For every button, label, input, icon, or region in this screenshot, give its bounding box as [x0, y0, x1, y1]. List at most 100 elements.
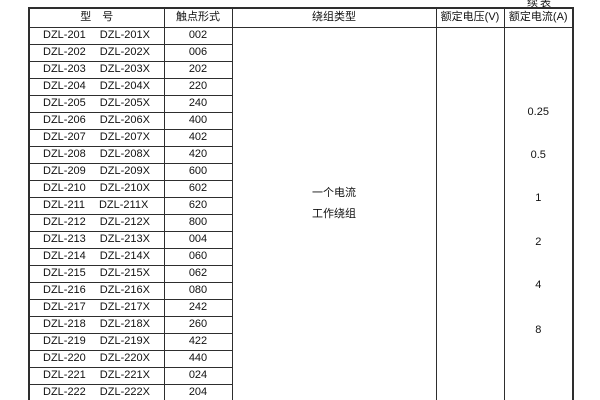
table-row: DZL-217 DZL-217X 242	[28, 298, 573, 317]
col-header-rated-current: 额定电流(A)	[503, 7, 574, 28]
col-header-contact-form: 触点形式	[163, 7, 233, 28]
model-value: DZL-202	[43, 46, 86, 58]
contact-form-cell: 420	[163, 145, 233, 164]
table-row: DZL-201 DZL-201X 002 一个电流 工作绕组 0.25 0.5 1 2 4 8	[28, 26, 574, 400]
model-cell: DZL-213 DZL-213X	[28, 230, 165, 249]
model-x-value: DZL-203X	[99, 63, 150, 75]
model-cell: DZL-216 DZL-216X	[28, 281, 165, 300]
model-cell: DZL-204 DZL-204X	[28, 77, 165, 96]
winding-type-line: 工作绕组	[312, 207, 356, 220]
contact-form-cell: 062	[163, 264, 233, 283]
rated-voltage-cell	[435, 26, 505, 400]
model-value: DZL-209	[43, 165, 86, 177]
continuation-label: 续表	[527, 0, 553, 9]
model-pair: DZL-204 DZL-204X	[30, 81, 164, 92]
contact-form-cell: 422	[163, 332, 233, 351]
col-header-rated-voltage: 额定电压(V)	[435, 7, 505, 28]
table-row: DZL-203 DZL-203X 202	[28, 60, 573, 79]
relay-spec-table: 型 号 触点形式 绕组类型 额定电压(V) 额定电流(A) DZL-201 DZL…	[28, 7, 574, 400]
model-x-value: DZL-206X	[99, 114, 150, 126]
table-row: DZL-206 DZL-206X 400	[28, 111, 573, 130]
model-cell: DZL-209 DZL-209X	[28, 162, 165, 181]
contact-form-cell: 600	[163, 162, 233, 181]
contact-form-cell: 242	[163, 298, 233, 317]
contact-form-cell: 602	[163, 179, 233, 198]
model-cell: DZL-207 DZL-207X	[28, 128, 165, 147]
winding-type-line: 一个电流	[312, 186, 356, 199]
model-pair: DZL-220 DZL-220X	[30, 353, 164, 364]
contact-form-cell: 220	[163, 77, 233, 96]
model-cell: DZL-214 DZL-214X	[28, 247, 165, 266]
model-pair: DZL-221 DZL-221X	[30, 370, 164, 381]
contact-form-cell: 002	[163, 26, 233, 45]
winding-type-cell: 一个电流 工作绕组	[231, 26, 437, 400]
model-x-value: DZL-213X	[99, 233, 150, 245]
model-cell: DZL-217 DZL-217X	[28, 298, 165, 317]
model-value: DZL-208	[43, 148, 86, 160]
model-value: DZL-219	[43, 335, 86, 347]
model-value: DZL-222	[43, 385, 86, 398]
model-x-value: DZL-218X	[99, 318, 150, 330]
model-cell: DZL-208 DZL-208X	[28, 145, 165, 164]
contact-form-cell: 800	[163, 213, 233, 232]
model-cell: DZL-220 DZL-220X	[28, 349, 165, 368]
model-value: DZL-216	[43, 284, 86, 296]
contact-form-cell: 400	[163, 111, 233, 130]
model-value: DZL-211	[43, 199, 85, 211]
table-row: DZL-209 DZL-209X 600	[28, 162, 573, 181]
model-pair: DZL-213 DZL-213X	[30, 234, 164, 245]
model-x-value: DZL-219X	[99, 335, 150, 347]
rated-current-cell: 0.25 0.5 1 2 4 8	[503, 26, 574, 400]
model-value: DZL-212	[43, 216, 86, 228]
model-cell: DZL-210 DZL-210X	[28, 179, 165, 198]
model-cell: DZL-203 DZL-203X	[28, 60, 165, 79]
model-pair: DZL-215 DZL-215X	[30, 268, 164, 279]
model-pair: DZL-208 DZL-208X	[30, 149, 164, 160]
model-cell: DZL-202 DZL-202X	[28, 43, 165, 62]
contact-form-cell: 004	[163, 230, 233, 249]
model-x-value: DZL-210X	[99, 182, 150, 194]
model-x-value: DZL-208X	[99, 148, 150, 160]
model-x-value: DZL-222X	[99, 385, 150, 398]
model-value: DZL-206	[43, 114, 86, 126]
model-pair: DZL-216 DZL-216X	[30, 285, 164, 296]
model-pair: DZL-222 DZL-222X	[30, 385, 164, 398]
contact-form-cell: 402	[163, 128, 233, 147]
model-value: DZL-207	[43, 131, 86, 143]
table-row: DZL-202 DZL-202X 006	[28, 43, 573, 62]
model-x-value: DZL-209X	[99, 165, 150, 177]
rated-current-value: 0.5	[530, 148, 546, 161]
model-x-value: DZL-214X	[99, 250, 150, 262]
model-pair: DZL-209 DZL-209X	[30, 166, 164, 177]
model-value: DZL-215	[43, 267, 86, 279]
header-row: 型 号 触点形式 绕组类型 额定电压(V) 额定电流(A)	[28, 7, 574, 28]
model-cell: DZL-206 DZL-206X	[28, 111, 165, 130]
table-row: DZL-220 DZL-220X 440	[28, 349, 573, 368]
rated-current-value: 8	[535, 323, 542, 336]
model-pair: DZL-217 DZL-217X	[30, 302, 164, 313]
model-x-value: DZL-202X	[99, 46, 150, 58]
model-pair: DZL-218 DZL-218X	[30, 319, 164, 330]
model-x-value: DZL-205X	[99, 97, 150, 109]
model-cell: DZL-211 DZL-211X	[28, 196, 165, 215]
table-row: DZL-204 DZL-204X 220	[28, 77, 573, 96]
model-x-value: DZL-221X	[99, 369, 150, 381]
model-x-value: DZL-216X	[99, 284, 150, 296]
model-cell: DZL-201 DZL-201X	[28, 26, 165, 45]
contact-form-cell: 240	[163, 94, 233, 113]
model-cell: DZL-205 DZL-205X	[28, 94, 165, 113]
model-value: DZL-205	[43, 97, 86, 109]
model-value: DZL-220	[43, 352, 86, 364]
model-value: DZL-213	[43, 233, 86, 245]
model-pair: DZL-219 DZL-219X	[30, 336, 164, 347]
contact-form-cell: 006	[163, 43, 233, 62]
model-pair: DZL-207 DZL-207X	[30, 132, 164, 143]
rated-current-value: 0.25	[527, 105, 549, 118]
model-pair: DZL-203 DZL-203X	[30, 64, 164, 75]
table-row: DZL-210 DZL-210X 602	[28, 179, 573, 198]
model-value: DZL-221	[43, 369, 86, 381]
table-row: DZL-207 DZL-207X 402	[28, 128, 573, 147]
model-x-value: DZL-212X	[99, 216, 150, 228]
model-cell: DZL-221 DZL-221X	[28, 366, 165, 385]
